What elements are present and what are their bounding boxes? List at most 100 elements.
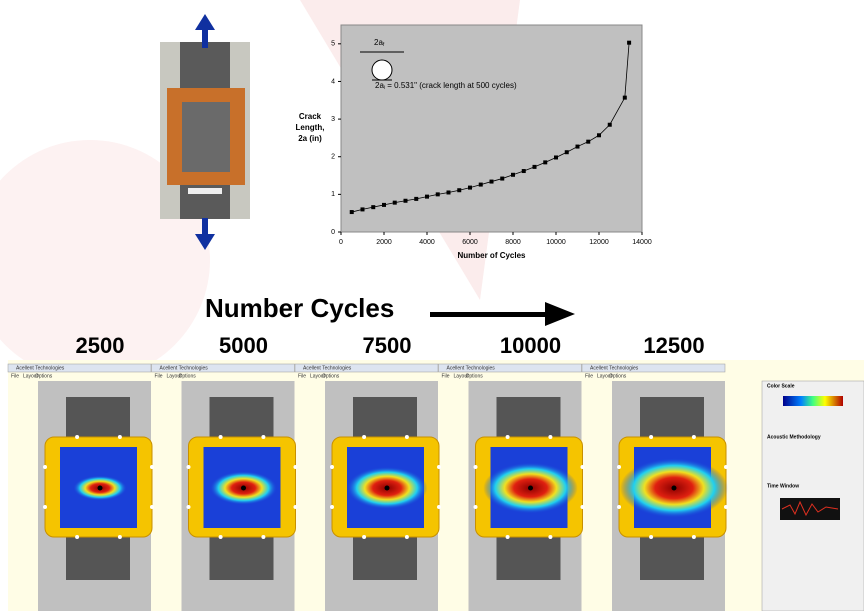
x-tick-label: 6000: [462, 239, 478, 246]
sensor: [186, 505, 191, 509]
x-tick-label: 12000: [589, 239, 609, 246]
crack: [528, 485, 533, 491]
window-title: Acellent Technologies: [590, 365, 639, 371]
crack: [241, 485, 246, 491]
sensor: [330, 465, 334, 469]
sensor: [473, 505, 478, 509]
sensor: [218, 535, 223, 539]
sensor: [505, 435, 510, 439]
data-point: [446, 190, 451, 195]
sensor: [724, 465, 728, 469]
cycle-label: 10000: [500, 333, 561, 358]
data-point: [403, 198, 408, 203]
waveform-view: [780, 498, 840, 520]
menu-item: Layout: [597, 373, 613, 379]
sensor: [362, 535, 367, 539]
menu-item: Options: [179, 373, 197, 379]
sensor: [505, 535, 510, 539]
data-point: [425, 194, 429, 199]
sensor: [261, 535, 266, 539]
cycle-label: 5000: [219, 333, 268, 358]
sensor: [261, 435, 266, 439]
sensor: [117, 435, 122, 439]
menu-item: File: [442, 373, 450, 379]
window-titlebar: [438, 363, 582, 373]
menu-item: Options: [322, 373, 340, 379]
y-tick-label: 4: [331, 78, 335, 85]
annotation-subscript: i: [384, 85, 385, 91]
data-point: [349, 210, 354, 215]
cycle-label: 7500: [363, 333, 412, 358]
data-point: [511, 172, 515, 177]
data-point: [622, 95, 627, 100]
sensor: [649, 535, 654, 539]
crack: [671, 485, 677, 491]
sensor: [617, 465, 621, 469]
window-titlebar: [294, 363, 439, 373]
background-shape: [0, 140, 210, 380]
y-tick-label: 1: [331, 191, 335, 198]
progression-title: Number Cycles: [205, 293, 394, 323]
x-tick-label: 8000: [505, 239, 521, 246]
y-axis-label: 2a (in): [298, 134, 322, 143]
menu-item: File: [155, 373, 163, 379]
x-tick-label: 4000: [419, 239, 435, 246]
sensor: [218, 435, 223, 439]
specimen-photo: [160, 42, 250, 219]
waveform: [781, 500, 839, 517]
annotation-subscript: f: [383, 42, 385, 48]
data-point: [489, 179, 494, 184]
sensor: [75, 435, 80, 439]
data-point: [414, 196, 419, 201]
menu-item: Options: [35, 373, 53, 379]
crack: [97, 485, 103, 491]
sensor: [75, 535, 80, 539]
sensor: [293, 505, 298, 509]
annotation-text: = 0.531" (crack length at 500 cycles): [385, 81, 517, 90]
data-point: [478, 182, 483, 187]
sidebar-heading: Time Window: [767, 483, 799, 489]
sidebar-heading: Color Scale: [767, 383, 795, 389]
window-titlebar: [151, 363, 295, 373]
data-point: [586, 139, 591, 144]
x-axis-label: Number of Cycles: [457, 251, 526, 260]
sensor: [186, 465, 191, 469]
sensor: [404, 435, 409, 439]
sensor: [691, 535, 696, 539]
data-point: [543, 160, 548, 165]
sidebar-heading: Acoustic Methodology: [767, 434, 821, 440]
sensor: [293, 465, 298, 469]
color-scale: [783, 396, 843, 406]
sensor: [150, 505, 154, 509]
window-title: Acellent Technologies: [303, 365, 352, 371]
plot-area: [340, 24, 643, 233]
annotation: 2ai = 0.531" (crack length at 500 cycles…: [375, 81, 517, 91]
window-title: Acellent Technologies: [160, 365, 209, 371]
sensor: [362, 435, 367, 439]
sensor: [43, 505, 47, 509]
data-point: [597, 133, 601, 138]
sensor: [548, 535, 553, 539]
load-arrows: [195, 14, 215, 250]
x-tick-label: 10000: [546, 239, 566, 246]
data-point: [564, 150, 569, 155]
sensor: [548, 435, 553, 439]
cycle-label: 12500: [643, 333, 704, 358]
x-tick-label: 2000: [376, 239, 392, 246]
menu-item: File: [298, 373, 306, 379]
data-point: [382, 202, 386, 207]
x-tick-label: 14000: [632, 239, 652, 246]
menu-item: Layout: [23, 373, 39, 379]
sensor: [617, 505, 621, 509]
y-tick-label: 3: [331, 116, 335, 123]
data-point: [521, 169, 526, 174]
sensor: [649, 435, 654, 439]
window-title: Acellent Technologies: [447, 365, 496, 371]
y-axis-label: Length,: [296, 123, 325, 132]
window-titlebar: [7, 363, 152, 373]
annotation-text: 2a: [375, 81, 384, 90]
sensor: [150, 465, 154, 469]
data-point: [554, 155, 558, 160]
data-point: [457, 188, 462, 193]
